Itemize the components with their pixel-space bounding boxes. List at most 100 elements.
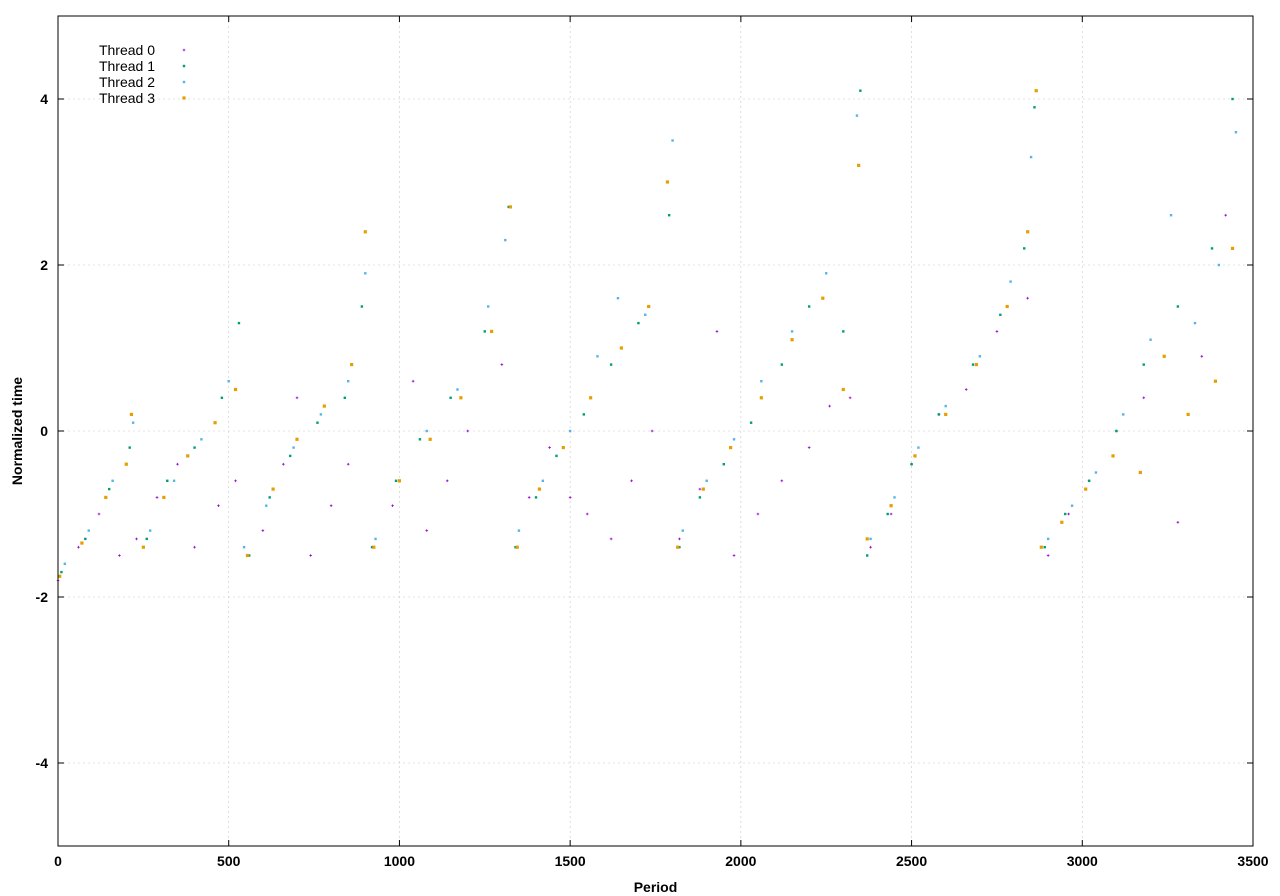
data-point [630,479,633,483]
legend-label: Thread 0 [99,42,155,58]
data-point [678,537,681,541]
data-point [118,554,121,557]
data-point [217,504,220,507]
data-point [220,396,224,399]
data-point [1213,379,1218,383]
data-point [97,512,101,516]
data-point [790,330,794,333]
data-point [1149,338,1152,341]
data-point [242,546,246,549]
data-point [309,554,312,557]
data-point [760,380,763,383]
data-point [487,305,490,308]
data-point [585,512,589,516]
data-point [865,537,869,541]
data-point [1060,520,1064,524]
data-point [568,496,572,499]
x-tick-label: 2500 [896,853,927,869]
data-point [1094,471,1098,474]
legend-label: Thread 2 [99,74,155,90]
data-point [527,496,531,499]
data-point [288,454,292,458]
data-point [87,529,90,532]
data-point [780,363,784,366]
x-tick-label: 1500 [555,853,586,869]
data-point [449,396,452,399]
data-point [316,421,319,424]
data-point [1176,305,1180,308]
data-point [372,545,376,549]
data-point [128,446,131,449]
data-point [108,487,111,491]
data-point [701,487,705,491]
data-point [886,512,889,516]
data-point [394,479,398,482]
data-point [729,446,733,450]
x-tick-label: 500 [217,853,241,869]
data-point [855,114,859,117]
data-point [445,479,449,483]
data-point [1070,504,1074,507]
data-point [893,496,896,499]
data-point [1176,521,1180,524]
data-point [821,296,825,300]
data-point [265,504,268,507]
data-point [329,504,333,507]
data-point [456,388,459,391]
data-point [995,330,999,333]
data-point [374,537,377,541]
data-point [944,404,947,408]
data-point [548,446,551,449]
data-point [705,479,708,482]
data-point [825,272,828,275]
x-tick-label: 1000 [384,853,415,869]
data-point [698,487,702,491]
data-point [213,421,217,425]
data-point [500,363,504,366]
data-point [647,304,651,309]
data-point [155,496,159,499]
data-point [589,396,593,400]
data-point [1122,413,1125,416]
legend-marker [182,80,186,84]
data-point [859,89,862,92]
data-point [1115,429,1118,433]
data-point [80,541,84,545]
data-point [77,545,80,549]
data-point [828,404,831,408]
data-point [678,546,681,549]
data-point [780,479,784,483]
data-point [937,413,941,416]
data-point [869,545,872,549]
data-point [910,463,913,466]
data-point [418,438,422,441]
data-point [1046,537,1050,541]
data-point [1046,554,1050,557]
legend-marker [182,48,186,52]
data-point [425,429,428,433]
data-point [1009,280,1012,283]
data-point [917,446,920,449]
data-point [507,205,510,209]
data-point [715,330,719,333]
data-point [350,363,354,367]
y-tick-label: -2 [36,589,49,605]
data-point [889,504,893,508]
data-point [999,313,1002,316]
data-point [141,545,145,549]
data-point [609,363,613,366]
data-point [749,421,753,424]
series-thread-1 [60,89,1234,574]
data-point [676,545,680,549]
data-point [722,463,725,466]
data-point [237,321,241,325]
x-tick-label: 3000 [1067,853,1098,869]
data-point [1026,296,1029,300]
data-point [148,529,152,532]
data-point [411,379,415,383]
data-point [295,396,299,400]
x-tick-label: 2000 [725,853,756,869]
data-point [234,479,237,483]
series-thread-0 [56,213,1227,582]
y-axis-title: Normalized time [9,377,25,485]
